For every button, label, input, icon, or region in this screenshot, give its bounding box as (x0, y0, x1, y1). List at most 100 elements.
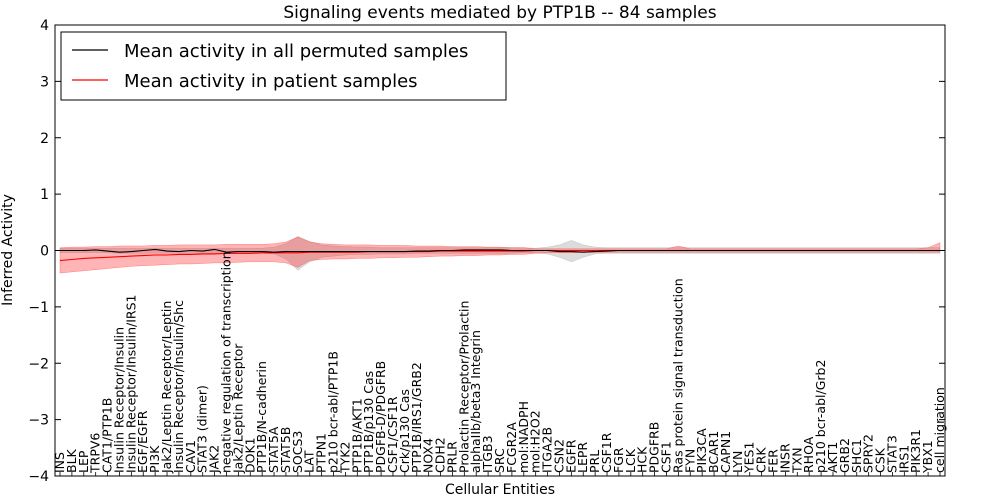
x-tick-label: CRK (754, 447, 769, 473)
x-tick-label: FER (766, 449, 781, 473)
x-tick-label: BLK (64, 448, 79, 473)
x-tick-label: AKT1 (825, 442, 840, 473)
x-tick-label: FCGR2A (504, 422, 519, 473)
x-tick-label: PRLR (444, 441, 459, 473)
y-tick-label: 1 (40, 187, 49, 203)
x-tick-label: LYN (730, 451, 745, 473)
x-tick-label: alphaIIb/beta3 Integrin (468, 330, 483, 473)
x-tick-label: Ras protein signal transduction (670, 278, 685, 473)
x-tick-label: NOX4 (421, 438, 436, 473)
legend: Mean activity in all permuted samples Me… (60, 31, 507, 101)
x-tick-label: PTP1B/AKT1 (349, 398, 364, 473)
x-tick-label: INS (52, 452, 67, 473)
y-tick-label: −4 (28, 469, 49, 485)
x-tick-label: BCAR1 (706, 431, 721, 473)
y-tick-label: −2 (28, 356, 49, 372)
x-tick-label: FGR (611, 447, 626, 473)
bands-layer (59, 236, 941, 274)
x-tick-label: INSR (777, 443, 792, 473)
x-tick-label: LEPR (575, 442, 590, 473)
x-tick-label: Insulin Receptor/Insulin/IRS1 (123, 295, 138, 473)
x-tick-label: STAT3 (dimer) (195, 385, 210, 473)
legend-label-permuted: Mean activity in all permuted samples (124, 41, 468, 62)
y-axis: −4 −3 −2 −1 0 1 2 3 4 (28, 18, 945, 485)
x-tick-label: DOK1 (242, 437, 257, 473)
x-tick-label: p210 bcr-abl/PTP1B (326, 351, 341, 473)
x-tick-label: PDGFRB (647, 422, 662, 473)
x-tick-label: Insulin Receptor/Insulin (112, 327, 127, 473)
x-tick-label: LAT (302, 450, 317, 473)
x-tick-label: TXN (789, 447, 804, 474)
band-permuted (59, 236, 941, 271)
x-tick-label: STAT5A (266, 426, 281, 473)
x-axis-label: Cellular Entities (445, 482, 555, 498)
x-tick-label: PRL (587, 450, 602, 473)
x-tick-label: CAV1 (183, 440, 198, 473)
x-tick-label: negative regulation of transcription (219, 251, 234, 473)
x-tick-label: PTP1B/IRS1/GRB2 (409, 362, 424, 473)
x-tick-label: EGF/EGFR (135, 410, 150, 473)
x-tick-label: CAT1/PTP1B (100, 398, 115, 473)
x-tick-label: mol:NADPH (516, 401, 531, 473)
y-tick-label: 2 (40, 131, 49, 147)
x-tick-label: Jak2/Leptin Receptor/Leptin (159, 301, 174, 474)
chart-title: Signaling events mediated by PTP1B -- 84… (283, 3, 716, 23)
line-permuted (60, 248, 940, 253)
legend-box (60, 31, 507, 101)
x-tick-label: Insulin Receptor/Insulin/Shc (171, 300, 186, 473)
x-tick-label: ITGB3 (480, 435, 495, 473)
legend-label-patient: Mean activity in patient samples (124, 71, 418, 92)
x-tick-label: CSF1/CSF1R (385, 396, 400, 473)
x-tick-label: TRPV6 (88, 433, 103, 474)
plot-frame (54, 24, 946, 477)
y-tick-label: −1 (28, 300, 49, 316)
x-tick-label: CDH2 (433, 437, 448, 473)
x-tick-label: FYN (682, 449, 697, 473)
x-tick-label: Jak2/Leptin Receptor (230, 343, 245, 474)
x-tick-label: SHC1 (849, 439, 864, 473)
x-tick-label: ITGA2B (540, 427, 555, 473)
x-tick-label: CSF1R (599, 432, 614, 473)
x-tick-label: PDGFB-D/PDGFRB (373, 361, 388, 473)
x-tick-label: STAT3 (884, 435, 899, 473)
x-tick-label: SOCS3 (290, 431, 305, 473)
x-tick-label: JAK2 (207, 445, 222, 474)
x-tick-label: Crk/p130 Cas (397, 389, 412, 473)
x-tick-label: Prolactin Receptor/Prolactin (456, 301, 471, 473)
x-tick-label: SRC (492, 448, 507, 473)
x-tick-label: PI3K (147, 445, 162, 473)
x-tick-label: p210 bcr-abl/Grb2 (813, 360, 828, 473)
x-tick-label: LEP (76, 450, 91, 473)
y-axis-label: Inferred Activity (0, 194, 16, 306)
x-tick-label: HCK (635, 446, 650, 473)
x-tick-label: YBX1 (920, 440, 935, 474)
x-tick-label: EGFR (563, 439, 578, 473)
y-tick-label: −3 (28, 413, 49, 429)
lines-layer (59, 248, 940, 262)
x-tick-label: YES1 (742, 442, 757, 474)
x-tick-label: PIK3CA (694, 428, 709, 473)
x-tick-label: CSN2 (552, 439, 567, 473)
x-tick-label: IRS1 (896, 445, 911, 473)
band-patient (59, 236, 941, 274)
x-tick-label: mol:H2O2 (528, 410, 543, 473)
x-tick-label: cell migration (932, 387, 947, 473)
x-tick-label: LCK (623, 448, 638, 473)
x-tick-label: PTP1B/N-cadherin (254, 361, 269, 473)
y-tick-label: 3 (40, 74, 49, 90)
x-tick-label: PTPN1 (314, 433, 329, 473)
x-tick-label: STAT5B (278, 427, 293, 473)
x-tick-label: CSK (873, 447, 888, 473)
y-tick-label: 4 (40, 18, 49, 34)
x-tick-label: CAPN1 (718, 431, 733, 473)
x-tick-label: TYK2 (337, 442, 352, 474)
x-tick-label: CSF1 (659, 441, 674, 473)
x-tick-label: PIK3R1 (908, 429, 923, 473)
x-tick-label: PTP1B/p130 Cas (361, 371, 376, 473)
x-tick-label: SPRY2 (861, 434, 876, 473)
x-tick-label: GRB2 (837, 438, 852, 473)
y-tick-label: 0 (40, 244, 49, 260)
x-tick-label: RHOA (801, 436, 816, 473)
